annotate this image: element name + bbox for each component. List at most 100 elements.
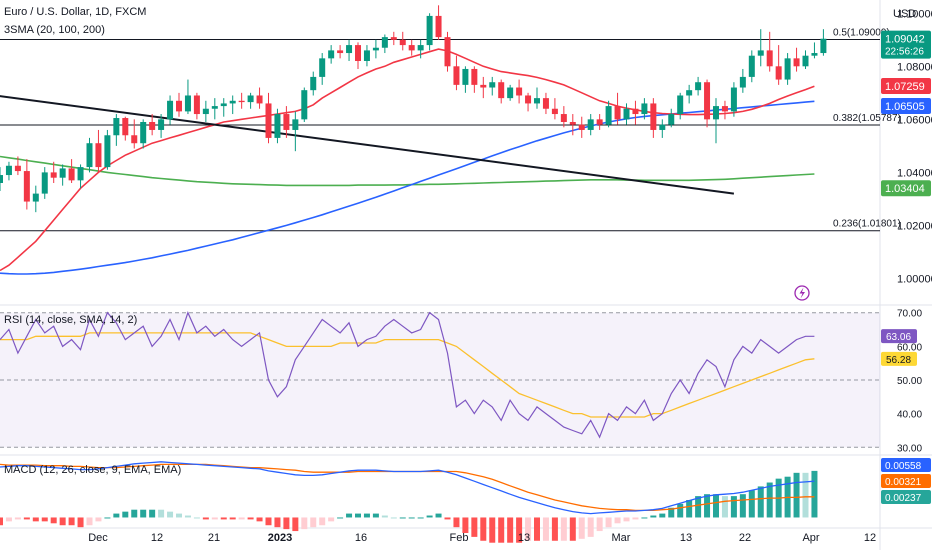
macd-histogram-bar [668,507,675,518]
candle-body [668,114,675,125]
candle-body [41,172,48,194]
candle [41,167,48,199]
candle-body [381,37,388,48]
candle-body [292,119,299,130]
candle [176,92,182,117]
candle-body [811,53,818,56]
candle-body [149,122,156,130]
candle [310,71,317,96]
macd-histogram-bar [77,517,84,528]
rsi-tick-label: 30.00 [897,443,922,454]
macd-histogram-bar [86,517,93,526]
candle [32,185,39,213]
price-tag-bg [881,30,931,59]
candle [793,47,800,72]
price-tag: 1.07259 [881,77,931,94]
candle-body [220,103,227,107]
trendline [0,95,735,195]
candle [140,119,147,149]
candle [453,55,460,91]
candle [50,161,57,183]
macd-histogram-bar [68,517,75,526]
candle [551,98,558,120]
time-axis-label: Apr [802,532,819,544]
candle [184,79,191,115]
macd-histogram-bar [167,511,174,518]
candle-body [489,82,496,88]
price-tag-bg [881,77,931,94]
candle [319,53,326,85]
candle-body [274,114,281,138]
macd-value-tag: 0.00321 [881,474,931,488]
candle-body [408,45,415,51]
macd-histogram-bar [229,517,236,520]
candle-body [238,100,245,103]
candle [337,45,344,59]
macd-histogram-bar [59,517,66,526]
macd-histogram-bar [283,517,290,530]
time-axis-label: 22 [739,532,751,544]
macd-histogram-bar [381,515,388,518]
macd-histogram-bar [793,472,800,518]
macd-histogram-bar [390,517,397,519]
macd-histogram-bar [372,513,379,518]
candle-body [77,167,84,181]
macd-histogram-bar [122,511,129,518]
macd-tag-bg [881,458,931,472]
macd-histogram-bar [363,513,370,518]
candle [766,31,773,72]
candle [363,45,370,67]
candle-body [256,95,263,104]
lightning-icon [794,285,810,301]
candle [516,79,523,104]
price-tag: 1.06505 [881,97,931,114]
candle-body [578,124,585,130]
time-axis-label: 13 [680,532,692,544]
candle-body [202,108,209,115]
sma-legend[interactable]: 3SMA (20, 100, 200) [4,24,105,36]
macd-histogram-bar [507,517,514,543]
macd-histogram-bar [23,517,30,520]
macd-histogram-bar [516,517,523,543]
candle-body [211,106,218,109]
candle [623,103,630,125]
candle-body [184,95,191,112]
macd-legend[interactable]: MACD (12, 26, close, 9, EMA, EMA) [4,464,182,476]
candle [5,161,12,181]
time-axis-label: Mar [612,532,631,544]
macd-histogram-bar [310,517,317,528]
macd-histogram-bar [0,517,3,526]
macd-histogram-bar [238,517,245,520]
candle-body [516,87,523,96]
macd-histogram-bar [748,490,755,518]
macd-histogram-bar [551,517,558,541]
candle [399,31,406,51]
candle-body [820,38,827,54]
candle [802,50,809,69]
candle [158,114,165,138]
candle [220,98,227,117]
candle [372,39,379,59]
candle [605,100,612,128]
macd-histogram-bar [202,517,209,520]
macd-histogram-bar [480,517,487,541]
candle [641,98,648,120]
price-tick-label: 1.06000 [897,114,932,126]
currency-label: USD [893,8,917,20]
candle-body [122,118,129,136]
rsi-legend[interactable]: RSI (14, close, SMA, 14, 2) [4,314,138,326]
macd-value-tag: 0.00558 [881,458,931,472]
candle-body [265,103,272,138]
candle-body [659,124,666,130]
symbol-title[interactable]: Euro / U.S. Dollar, 1D, FXCM [4,6,147,18]
candle-body [498,82,505,99]
candle [301,87,308,122]
candle-body [686,90,693,96]
candle [614,92,621,125]
candle-body [793,58,800,67]
candle-body [32,193,39,202]
candle [739,68,746,93]
macd-histogram-bar [32,517,39,522]
